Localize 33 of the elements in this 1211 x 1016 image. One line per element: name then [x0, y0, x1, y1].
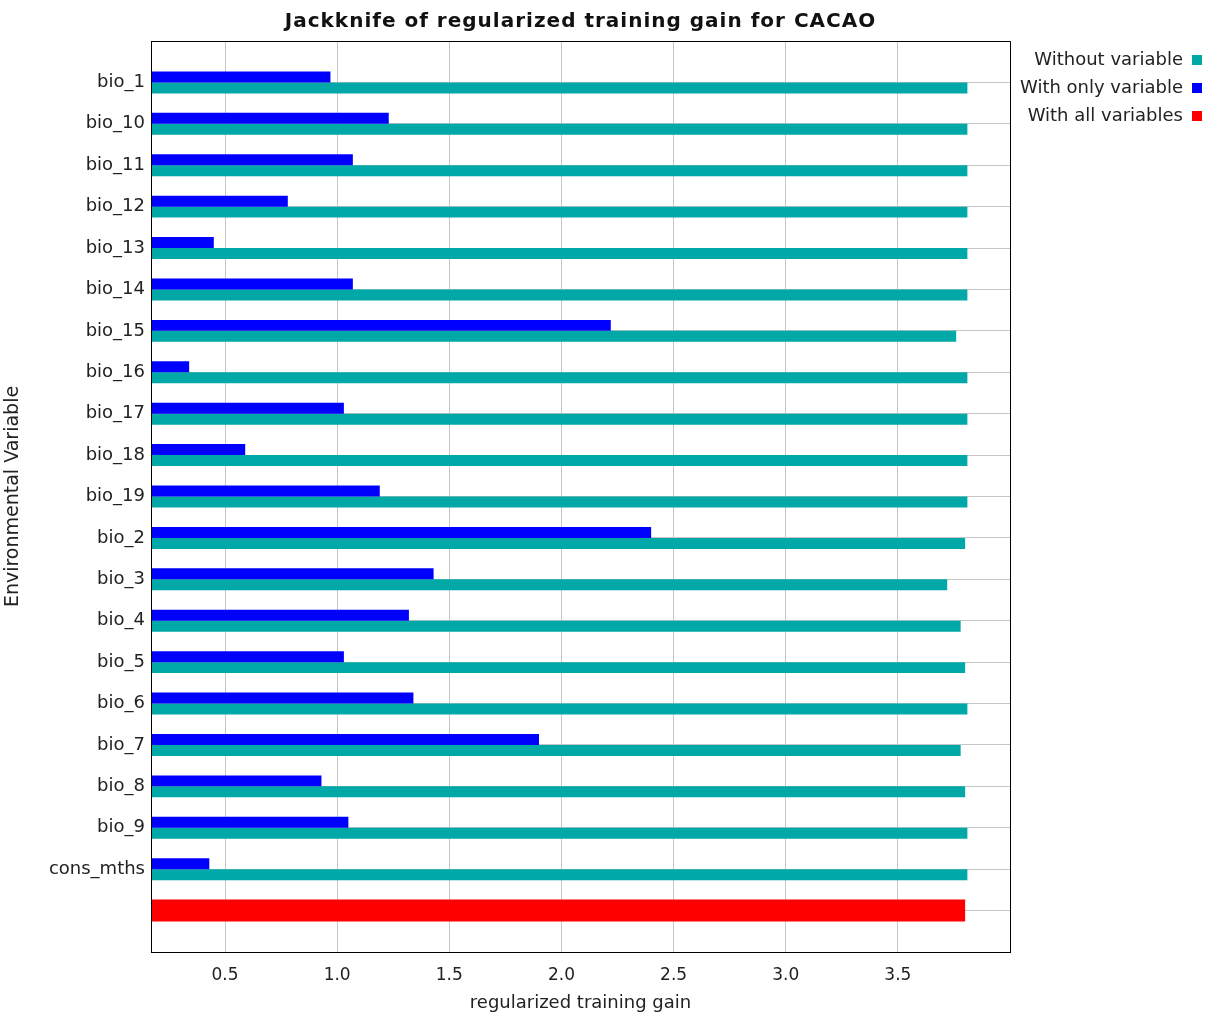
chart-title: Jackknife of regularized training gain for CACAO: [282, 8, 877, 33]
y-tick-label: bio_7: [97, 732, 145, 755]
legend-label: With only variable: [1019, 75, 1183, 97]
x-tick-label: 3.0: [772, 963, 800, 984]
y-tick-label: bio_10: [85, 111, 145, 134]
y-tick-label: bio_13: [85, 235, 145, 258]
y-tick-label: bio_8: [97, 774, 145, 797]
x-tick-label: 3.5: [884, 963, 912, 984]
y-tick-label: bio_17: [85, 401, 145, 424]
y-tick-label: bio_3: [97, 566, 145, 589]
x-tick-label: 0.5: [211, 963, 239, 984]
y-tick-label: bio_2: [97, 525, 145, 548]
y-tick-label: bio_9: [97, 815, 145, 838]
x-tick-label: 2.5: [660, 963, 688, 984]
x-tick-label: 1.5: [435, 963, 463, 984]
y-tick-label: bio_11: [85, 152, 145, 175]
y-tick-label: bio_14: [85, 277, 145, 300]
legend-label: Without variable: [1034, 47, 1183, 69]
legend-label: With all variables: [1027, 103, 1183, 125]
y-axis-title: Environmental Variable: [0, 385, 23, 608]
x-tick-label: 1.0: [323, 963, 351, 984]
y-tick-label: bio_15: [85, 318, 145, 341]
x-tick-label: 2.0: [547, 963, 575, 984]
y-tick-label: bio_18: [85, 442, 145, 465]
y-tick-label: bio_16: [85, 359, 145, 382]
x-axis-title: regularized training gain: [469, 990, 692, 1012]
y-tick-label: bio_19: [85, 484, 145, 507]
y-tick-label: bio_1: [97, 70, 145, 93]
y-tick-label: cons_mths: [48, 856, 145, 879]
y-tick-label: bio_5: [97, 649, 145, 672]
y-tick-label: bio_6: [97, 691, 145, 714]
y-tick-label: bio_4: [97, 608, 145, 631]
y-tick-label: bio_12: [85, 194, 145, 217]
